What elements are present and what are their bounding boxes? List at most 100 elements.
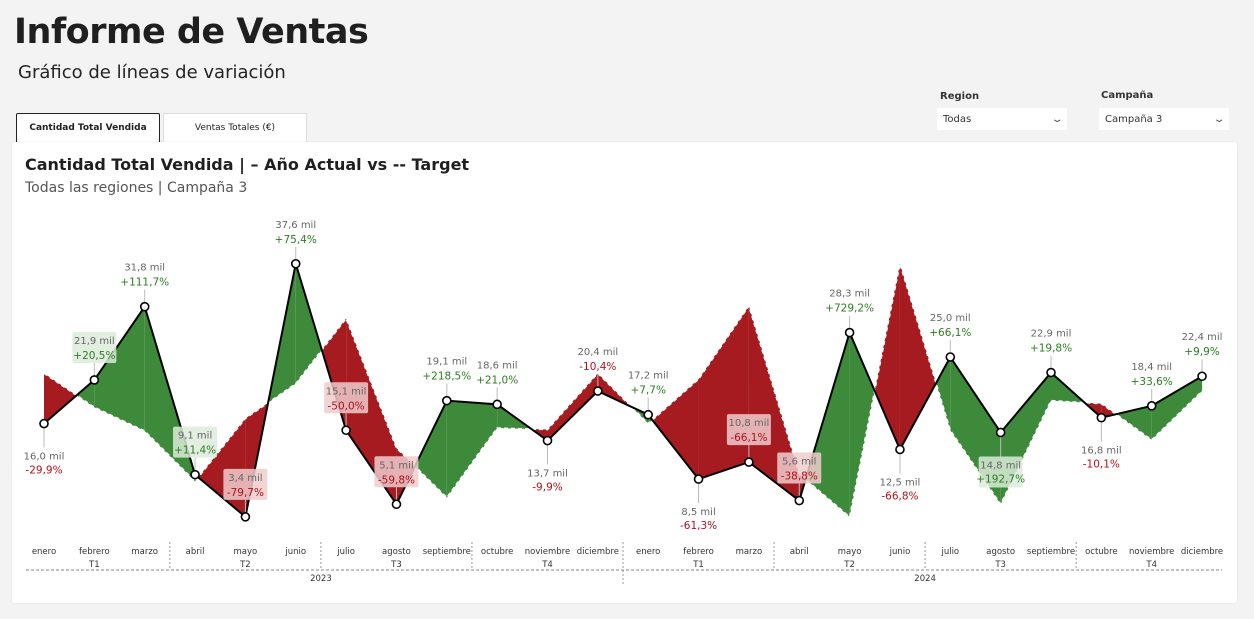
data-point xyxy=(391,499,402,510)
data-point xyxy=(744,457,754,467)
value-label: 10,8 mil xyxy=(729,418,770,429)
data-point xyxy=(1096,412,1107,423)
month-tick-label: febrero xyxy=(79,547,110,557)
month-tick-label: marzo xyxy=(131,547,158,557)
variance-label: -66,8% xyxy=(881,491,918,503)
month-tick-label: noviembre xyxy=(525,547,570,557)
variance-label: -10,1% xyxy=(1083,459,1120,471)
value-label: 19,1 mil xyxy=(426,357,467,368)
variance-label: +192,7% xyxy=(976,473,1025,485)
value-label: 37,6 mil xyxy=(275,220,316,231)
quarter-tick-label: T4 xyxy=(541,560,553,570)
region-dropdown[interactable]: Todas ⌄ xyxy=(937,108,1067,130)
positive-variance-area xyxy=(1116,405,1152,440)
actual-line xyxy=(43,263,1203,519)
data-point xyxy=(1197,371,1207,382)
tab-ventas-totales[interactable]: Ventas Totales (€) xyxy=(163,113,307,142)
data-point xyxy=(290,258,301,269)
negative-variance-area xyxy=(698,305,749,480)
data-point xyxy=(593,386,603,396)
page-title: Informe de Ventas xyxy=(14,12,369,52)
year-tick-label: 2023 xyxy=(310,574,332,584)
value-label: 21,9 mil xyxy=(74,336,115,347)
quarter-tick-label: T3 xyxy=(390,560,402,570)
month-tick-label: julio xyxy=(336,547,355,557)
data-label-background xyxy=(978,456,1023,488)
month-tick-label: marzo xyxy=(736,547,763,557)
data-point xyxy=(240,512,251,522)
negative-variance-area xyxy=(748,305,800,501)
data-point xyxy=(643,409,654,420)
quarter-tick-label: T2 xyxy=(843,560,855,570)
chart-subtitle: Todas las regiones | Campaña 3 xyxy=(25,180,248,196)
variance-label: +9,9% xyxy=(1184,346,1219,358)
data-point xyxy=(945,352,956,362)
month-tick-label: enero xyxy=(636,547,660,557)
month-tick-label: mayo xyxy=(234,547,258,557)
variance-label: +75,4% xyxy=(275,234,317,246)
month-tick-label: enero xyxy=(32,547,56,557)
negative-variance-area xyxy=(321,318,347,431)
value-label: 14,8 mil xyxy=(980,460,1021,471)
positive-variance-area xyxy=(295,263,322,384)
quarter-tick-label: T2 xyxy=(239,560,251,570)
variance-label: +19,8% xyxy=(1030,343,1072,355)
data-point xyxy=(794,495,805,506)
value-label: 22,9 mil xyxy=(1031,329,1072,340)
data-point xyxy=(542,435,553,446)
variance-label: -61,3% xyxy=(680,520,717,532)
month-tick-label: abril xyxy=(186,547,205,557)
month-tick-label: octubre xyxy=(1085,547,1118,557)
chevron-down-icon: ⌄ xyxy=(1212,113,1226,125)
campaign-dropdown[interactable]: Campaña 3 ⌄ xyxy=(1099,108,1229,130)
month-tick-label: julio xyxy=(940,547,959,557)
value-label: 20,4 mil xyxy=(577,347,618,358)
positive-variance-area xyxy=(1151,376,1203,440)
data-point xyxy=(39,418,49,429)
variance-label: -10,4% xyxy=(579,361,616,373)
value-label: 18,6 mil xyxy=(477,360,518,371)
region-filter-label: Region xyxy=(940,91,980,102)
campaign-dropdown-value: Campaña 3 xyxy=(1105,113,1163,125)
data-point xyxy=(844,327,855,338)
variance-label: +21,0% xyxy=(476,374,518,386)
value-label: 16,8 mil xyxy=(1081,446,1122,457)
negative-variance-area xyxy=(899,263,937,450)
month-tick-label: agosto xyxy=(986,547,1015,557)
quarter-tick-label: T1 xyxy=(692,560,704,570)
data-point xyxy=(89,375,100,385)
data-label-background xyxy=(726,414,771,446)
value-label: 17,2 mil xyxy=(628,371,669,382)
positive-variance-area xyxy=(446,400,498,498)
variance-label: +218,5% xyxy=(422,371,471,383)
negative-variance-area xyxy=(547,373,598,441)
quarter-tick-label: T4 xyxy=(1145,560,1157,570)
variance-label: +7,7% xyxy=(630,385,665,397)
negative-variance-area xyxy=(652,379,699,480)
value-label: 28,3 mil xyxy=(829,289,870,300)
month-tick-label: agosto xyxy=(382,547,411,557)
data-point xyxy=(995,427,1006,438)
value-label: 8,5 mil xyxy=(681,507,715,518)
value-label: 5,1 mil xyxy=(379,460,413,471)
year-tick-label: 2024 xyxy=(914,574,936,584)
variance-label: -38,8% xyxy=(781,471,818,483)
data-point xyxy=(341,425,351,436)
variance-label: -79,7% xyxy=(227,487,264,499)
value-label: 18,4 mil xyxy=(1131,362,1172,373)
value-label: 12,5 mil xyxy=(880,478,921,489)
data-label-background xyxy=(173,426,218,458)
value-label: 13,7 mil xyxy=(527,469,568,480)
data-point xyxy=(441,395,452,406)
variance-label: -9,9% xyxy=(532,482,562,494)
data-label-background xyxy=(777,452,822,484)
data-point xyxy=(1146,401,1157,411)
month-tick-label: noviembre xyxy=(1129,547,1174,557)
variance-label: -50,0% xyxy=(328,400,365,412)
tab-cantidad-total-vendida[interactable]: Cantidad Total Vendida xyxy=(16,113,160,142)
month-tick-label: diciembre xyxy=(577,547,619,557)
value-label: 5,6 mil xyxy=(782,457,816,468)
data-point xyxy=(139,301,150,312)
month-tick-label: abril xyxy=(790,547,809,557)
